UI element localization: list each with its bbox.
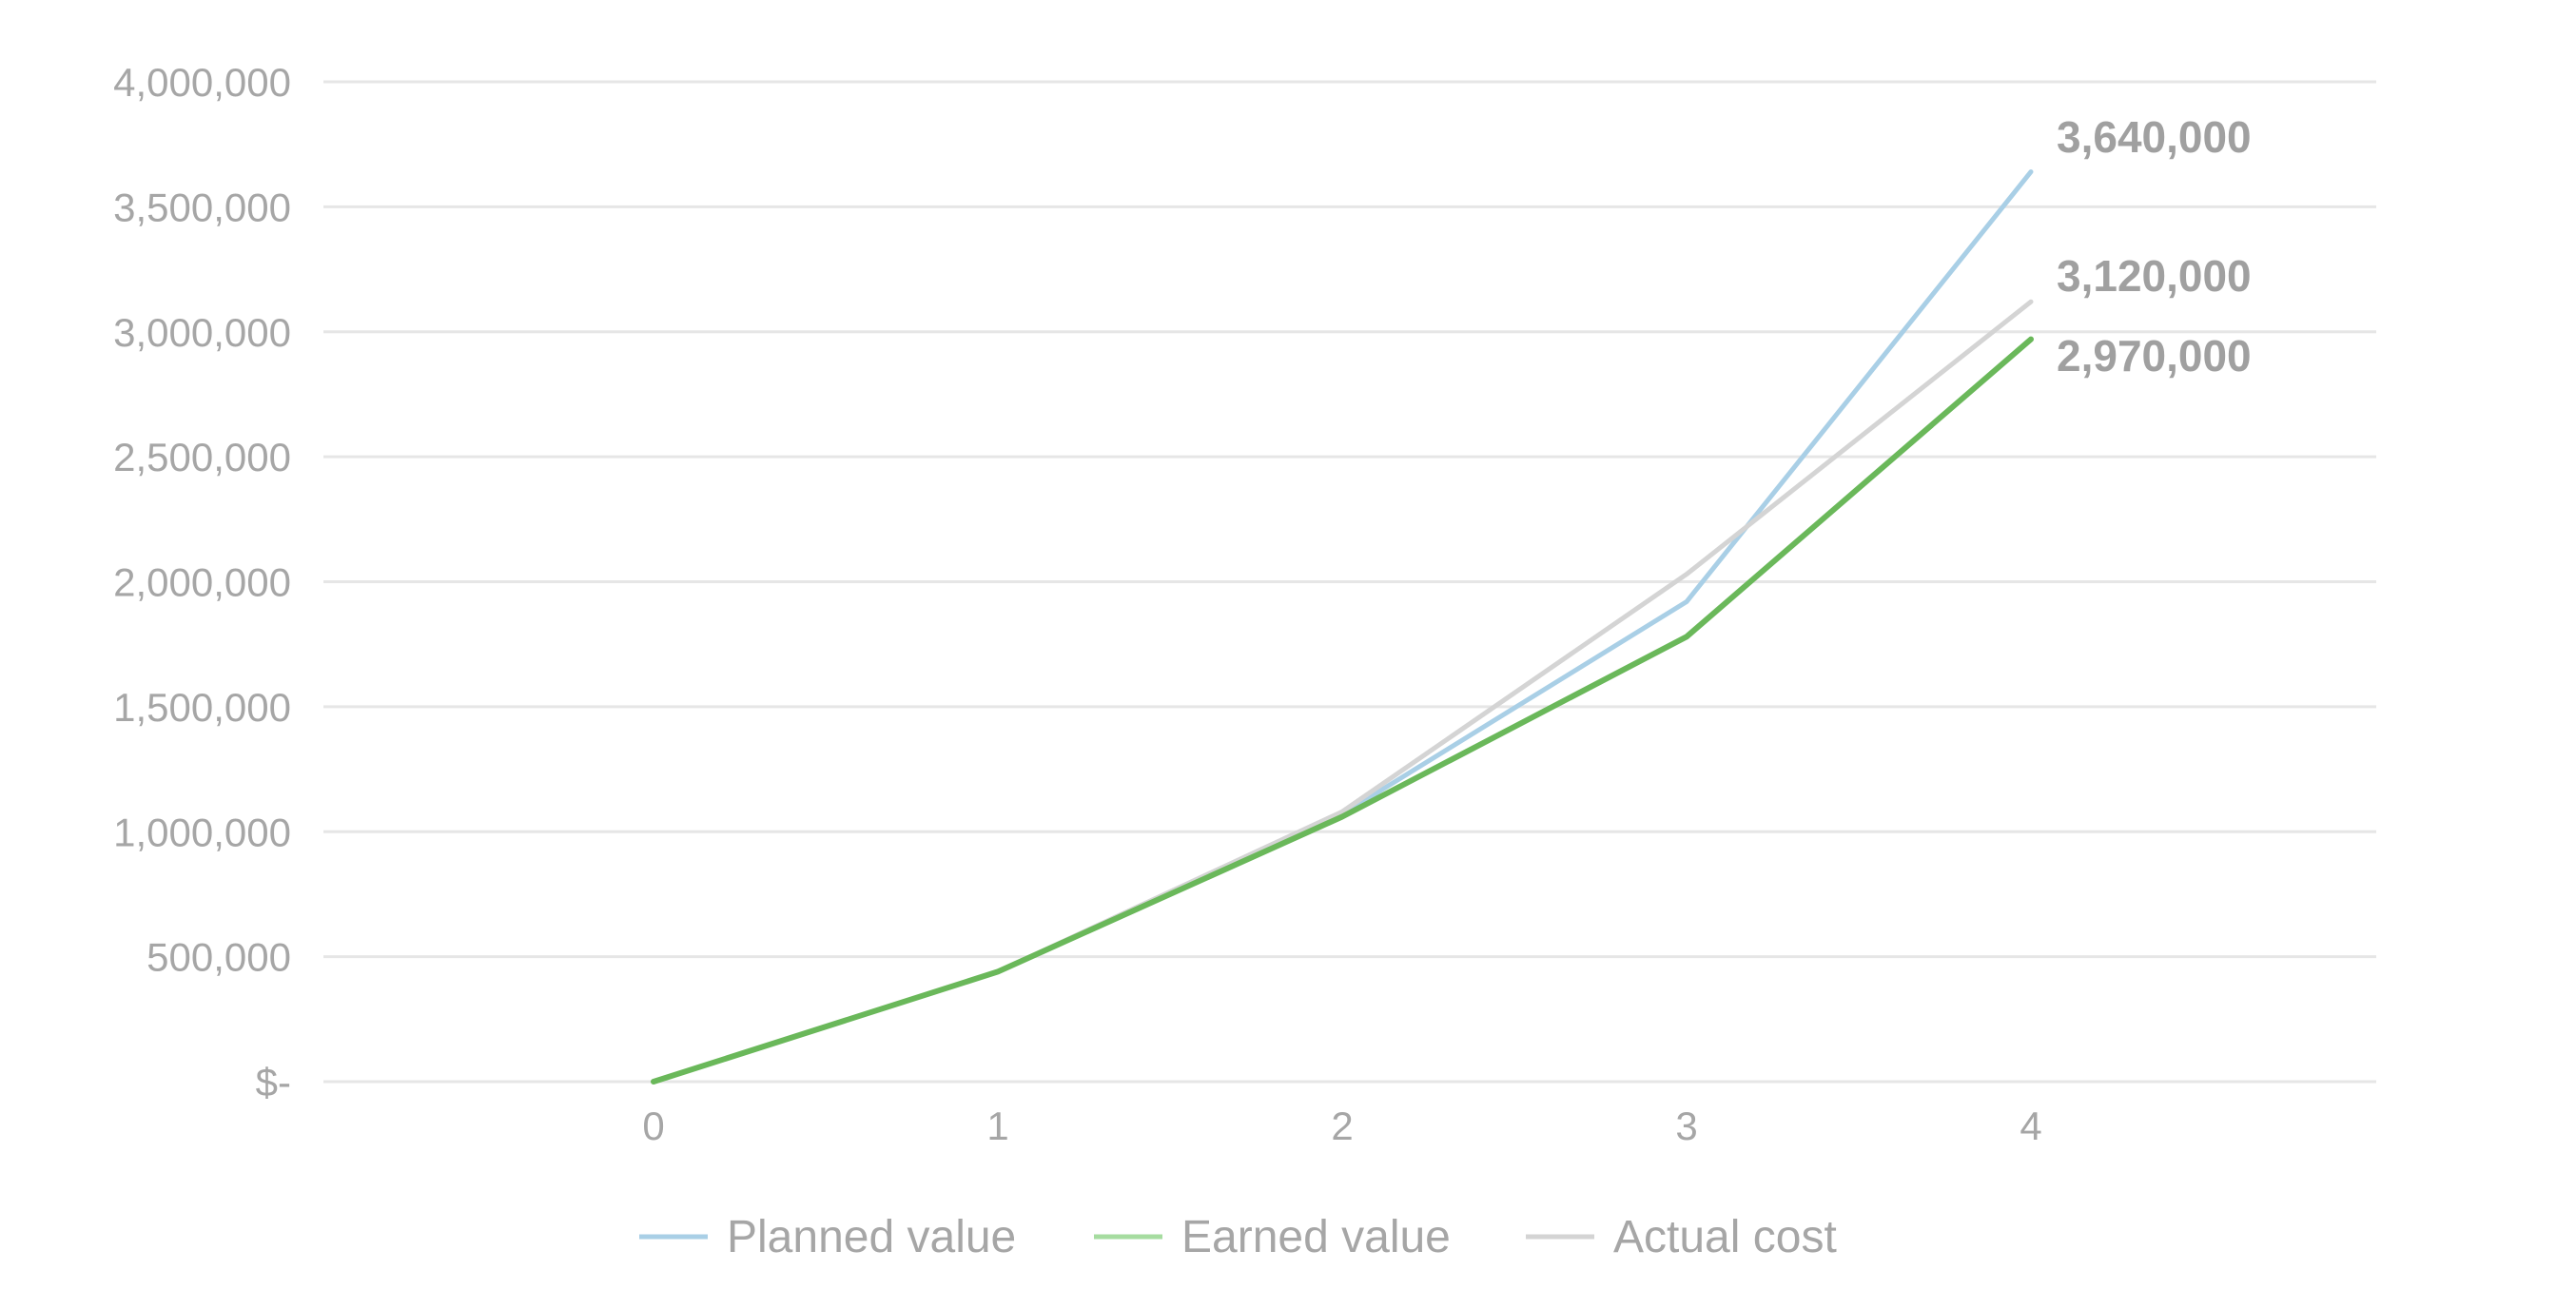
end-labels: 3,640,000 2,970,000 3,120,000 bbox=[2057, 112, 2252, 381]
y-tick-label: $- bbox=[256, 1060, 291, 1104]
series-line-earned-value bbox=[651, 336, 2034, 1085]
x-tick-label: 0 bbox=[642, 1104, 664, 1148]
y-tick-label: 2,000,000 bbox=[113, 560, 291, 605]
y-tick-label: 1,500,000 bbox=[113, 685, 291, 730]
series-lines bbox=[651, 169, 2034, 1085]
end-label-actual-cost: 3,120,000 bbox=[2057, 251, 2252, 301]
legend-label: Earned value bbox=[1181, 1212, 1451, 1262]
y-tick-label: 1,000,000 bbox=[113, 810, 291, 854]
x-axis-ticks: 0 1 2 3 4 bbox=[642, 1104, 2041, 1148]
series-line-planned-value bbox=[651, 169, 2034, 1085]
y-tick-label: 3,000,000 bbox=[113, 310, 291, 355]
y-tick-label: 4,000,000 bbox=[113, 60, 291, 105]
legend: Planned value Earned value Actual cost bbox=[639, 1212, 1837, 1262]
y-tick-label: 500,000 bbox=[146, 935, 291, 980]
legend-label: Planned value bbox=[727, 1212, 1016, 1262]
y-tick-label: 2,500,000 bbox=[113, 435, 291, 479]
x-tick-label: 1 bbox=[986, 1104, 1008, 1148]
y-axis-ticks: $- 500,000 1,000,000 1,500,000 2,000,000 2,50… bbox=[113, 60, 291, 1104]
gridlines bbox=[323, 80, 2376, 1084]
legend-label: Actual cost bbox=[1613, 1212, 1837, 1262]
end-label-planned-value: 3,640,000 bbox=[2057, 112, 2252, 162]
y-tick-label: 3,500,000 bbox=[113, 185, 291, 229]
series-line-actual-cost bbox=[651, 299, 2034, 1085]
end-label-earned-value: 2,970,000 bbox=[2057, 331, 2252, 381]
x-tick-label: 3 bbox=[1675, 1104, 1697, 1148]
x-tick-label: 4 bbox=[2020, 1104, 2041, 1148]
x-tick-label: 2 bbox=[1331, 1104, 1353, 1148]
